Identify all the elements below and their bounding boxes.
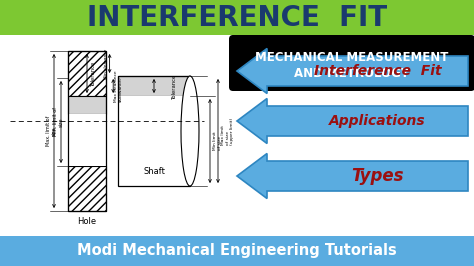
Text: Hole: Hole — [77, 217, 97, 226]
Text: Min. limit of
size: Min. limit of size — [53, 107, 64, 136]
Bar — [68, 51, 106, 96]
Text: Min clearance: Min clearance — [104, 48, 108, 79]
Text: Types: Types — [351, 167, 404, 185]
Polygon shape — [237, 98, 468, 143]
Bar — [118, 76, 190, 186]
Bar — [118, 76, 190, 96]
Bar — [68, 51, 106, 211]
Bar — [118, 96, 190, 186]
Text: Shaft: Shaft — [143, 167, 165, 176]
Text: AND METROLOGY: AND METROLOGY — [294, 67, 410, 80]
Text: Tolerance: Tolerance — [172, 73, 177, 99]
Bar — [0, 35, 474, 236]
Text: INTERFERENCE  FIT: INTERFERENCE FIT — [87, 3, 387, 31]
Bar — [68, 114, 106, 166]
FancyBboxPatch shape — [229, 35, 474, 91]
Text: Max. limit of
size: Max. limit of size — [46, 116, 56, 146]
Text: MECHANICAL MEASUREMENT: MECHANICAL MEASUREMENT — [255, 51, 449, 64]
Bar — [0, 236, 474, 266]
Text: Max limit
of size
(upper limit): Max limit of size (upper limit) — [221, 117, 234, 144]
Bar — [0, 0, 474, 35]
Text: Min limit
of size: Min limit of size — [213, 132, 222, 150]
Text: Modi Mechanical Engineering Tutorials: Modi Mechanical Engineering Tutorials — [77, 243, 397, 259]
Polygon shape — [237, 48, 468, 94]
Text: Interference  Fit: Interference Fit — [314, 64, 441, 78]
Text: Applications: Applications — [329, 114, 426, 128]
Bar — [68, 166, 106, 211]
Text: Max clearance
(Allowance): Max clearance (Allowance) — [114, 70, 123, 102]
Bar — [68, 96, 106, 114]
Ellipse shape — [181, 76, 199, 186]
Text: Tolerance: Tolerance — [91, 61, 96, 86]
Polygon shape — [237, 153, 468, 198]
